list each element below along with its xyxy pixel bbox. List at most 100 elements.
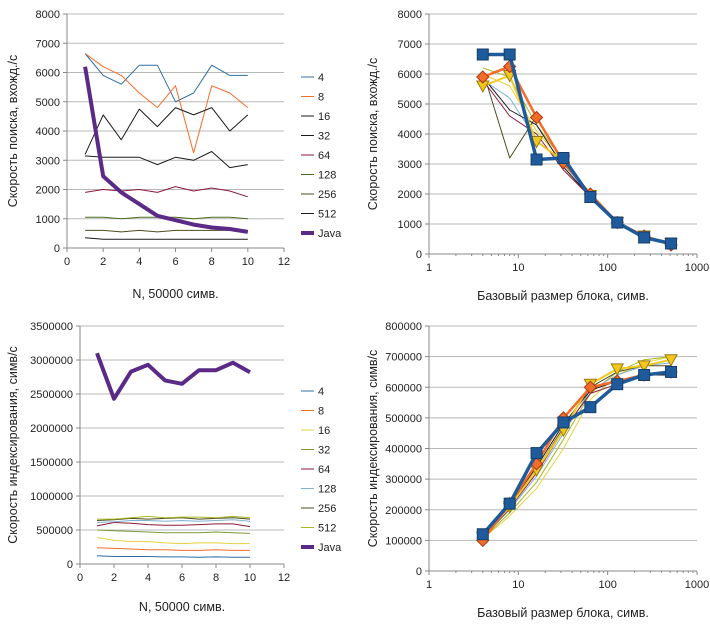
y-tick-label: 6000 (398, 69, 422, 81)
y-tick-label: 0 (67, 559, 73, 571)
x-tick-label: 2 (100, 256, 106, 268)
series-16 (96, 537, 250, 545)
data-point (611, 216, 624, 229)
series-2 (482, 356, 672, 540)
y-tick-label: 7000 (36, 38, 60, 50)
data-point (530, 447, 543, 460)
data-point (665, 237, 678, 250)
series-line (96, 519, 251, 523)
y-tick-label: 4000 (398, 129, 422, 141)
y-tick-label: 300000 (385, 474, 422, 486)
legend-entry: 128 (318, 484, 336, 496)
data-point (665, 365, 678, 378)
series-9 (476, 48, 678, 250)
chart-3: 0 500000 1000000 1500000 2000000 2500000 30000… (6, 321, 342, 614)
series-256 (85, 229, 248, 233)
series-line (482, 79, 672, 246)
legend-entry: 4 (318, 72, 324, 84)
series-line (482, 79, 672, 246)
y-tick-label: 500000 (385, 413, 422, 425)
series-6 (482, 79, 672, 246)
x-tick-label: 8 (213, 572, 219, 584)
series-java (83, 66, 249, 234)
series-8 (476, 59, 678, 252)
legend-entry: 256 (318, 503, 336, 515)
series-line (95, 352, 251, 401)
series-512 (85, 237, 248, 240)
x-tick-label: 1000 (685, 262, 709, 274)
y-tick-label: 2500000 (30, 389, 73, 401)
series-32 (85, 151, 248, 169)
y-tick-label: 800000 (385, 321, 422, 333)
y-tick-label: 4000 (36, 126, 60, 138)
x-tick-label: 12 (278, 572, 290, 584)
series-line (96, 537, 250, 545)
series-line (85, 151, 248, 169)
legend-entry: 512 (318, 209, 336, 221)
series-7 (475, 70, 678, 251)
x-axis-label: N, 50000 симв. (139, 600, 225, 614)
x-tick-label: 1 (426, 262, 432, 274)
y-axis-label: Скорость индексирования, симв/с (366, 350, 380, 548)
series-8 (476, 365, 678, 548)
series-4 (96, 555, 250, 558)
series-line (96, 529, 251, 534)
series-line (482, 374, 671, 538)
legend-entry: 256 (318, 189, 336, 201)
data-point (503, 48, 516, 61)
x-tick-label: 100 (598, 579, 616, 591)
series-32 (96, 529, 251, 534)
data-point (583, 380, 598, 394)
y-tick-label: 5000 (398, 99, 422, 111)
y-tick-label: 7000 (398, 39, 422, 51)
series-line (482, 356, 672, 540)
data-point (557, 152, 570, 164)
data-point (611, 378, 624, 391)
series-line (85, 186, 248, 198)
series-line (482, 52, 672, 246)
legend-entry: Java (318, 228, 342, 240)
y-tick-label: 0 (54, 243, 60, 255)
x-tick-label: 12 (278, 256, 290, 268)
data-point (638, 231, 651, 244)
series-line (85, 237, 248, 240)
y-tick-label: 2000000 (30, 423, 73, 435)
y-tick-label: 400000 (385, 444, 422, 456)
data-point (610, 363, 625, 376)
x-tick-label: 10 (512, 262, 524, 274)
y-tick-label: 600000 (385, 382, 422, 394)
series-1 (482, 356, 672, 540)
x-axis-label: N, 50000 симв. (132, 287, 218, 301)
x-tick-label: 0 (64, 256, 70, 268)
x-tick-label: 6 (172, 256, 178, 268)
data-point (637, 360, 651, 373)
y-tick-label: 3000 (36, 155, 60, 167)
x-axis-label: Базовый размер блока, симв. (477, 289, 649, 303)
legend-entry: 64 (318, 150, 330, 162)
series-line (96, 547, 250, 551)
legend-entry: 32 (318, 445, 330, 457)
y-axis-label: Скорость индексирования, симв/с (6, 346, 20, 544)
data-point (476, 70, 490, 84)
series-line (97, 515, 251, 520)
series-256 (96, 517, 251, 521)
x-tick-label: 10 (244, 572, 256, 584)
x-tick-label: 100 (598, 262, 616, 274)
y-tick-label: 700000 (385, 352, 422, 364)
series-line (84, 53, 249, 154)
x-tick-label: 10 (512, 579, 524, 591)
x-axis-label: Базовый размер блока, симв. (477, 606, 649, 620)
data-point (557, 416, 570, 429)
series-line (83, 66, 249, 234)
data-point (638, 369, 651, 381)
series-128 (96, 519, 251, 523)
y-tick-label: 3000 (398, 159, 422, 171)
y-tick-label: 6000 (36, 68, 60, 80)
x-tick-label: 1 (426, 579, 432, 591)
y-axis-label: Скорость поиска, вхожд./с (6, 55, 20, 207)
y-tick-label: 8000 (36, 9, 60, 21)
series-line (482, 356, 672, 540)
chart-2: 0 1000 2000 3000 4000 5000 6000 7000 8000 1 10 100 1… (366, 9, 709, 303)
series-line (96, 517, 251, 521)
